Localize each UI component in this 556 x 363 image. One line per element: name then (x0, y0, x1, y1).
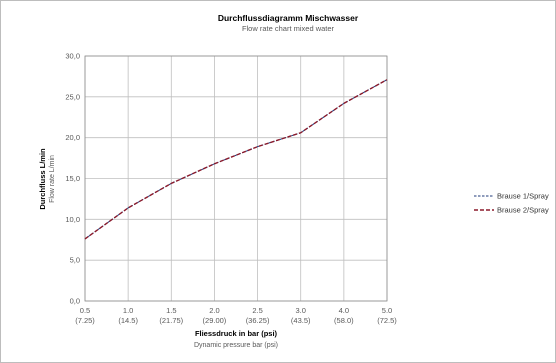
plot-border (84, 55, 388, 302)
y-axis-title: Durchfluss L/min (38, 148, 47, 210)
x-tick-label: 1.0 (123, 306, 133, 315)
x-tick-label: 0.5 (80, 306, 90, 315)
x-tick-label: 1.5 (166, 306, 176, 315)
legend-label: Brause 1/Spray (497, 192, 549, 201)
chart-title: Durchflussdiagramm Mischwasser (218, 13, 359, 23)
x-tick-label: 4.0 (339, 306, 349, 315)
y-tick-label: 10,0 (65, 215, 80, 224)
x-tick-label: 2.0 (209, 306, 219, 315)
x-tick-sublabel: (29.00) (203, 316, 227, 325)
x-axis-ticks: 0.5(7.25) 1.0(14.5) 1.5(21.75) 2.0(29.00) 2.… (75, 306, 397, 325)
x-tick-sublabel: (36.25) (246, 316, 270, 325)
chart-subtitle: Flow rate chart mixed water (242, 24, 335, 33)
x-tick-sublabel: (21.75) (159, 316, 183, 325)
y-tick-label: 25,0 (65, 92, 80, 101)
y-axis-ticks: 0,0 5,0 10,0 15,0 20,0 25,0 30,0 (65, 52, 80, 306)
y-axis-subtitle: Flow rate L/min (49, 155, 56, 203)
x-tick-sublabel: (58.0) (334, 316, 354, 325)
y-tick-label: 0,0 (70, 297, 80, 306)
y-tick-label: 20,0 (65, 133, 80, 142)
x-axis-title: Fliessdruck in bar (psi) (195, 329, 278, 338)
series-line-1 (84, 79, 388, 240)
x-tick-sublabel: (72.5) (377, 316, 397, 325)
x-tick-sublabel: (14.5) (118, 316, 138, 325)
legend-label: Brause 2/Spray (497, 206, 549, 215)
x-tick-sublabel: (43.5) (291, 316, 311, 325)
series-group (84, 79, 388, 240)
grid (84, 55, 388, 302)
legend: Brause 1/Spray Brause 2/Spray (474, 192, 549, 215)
y-tick-label: 30,0 (65, 52, 80, 61)
x-tick-label: 3.0 (295, 306, 305, 315)
x-tick-sublabel: (7.25) (75, 316, 95, 325)
y-tick-label: 5,0 (70, 256, 80, 265)
x-axis-subtitle: Dynamic pressure bar (psi) (194, 342, 278, 349)
x-tick-label: 5.0 (382, 306, 392, 315)
series-line-2 (84, 79, 388, 240)
x-tick-label: 2.5 (252, 306, 262, 315)
y-tick-label: 15,0 (65, 174, 80, 183)
